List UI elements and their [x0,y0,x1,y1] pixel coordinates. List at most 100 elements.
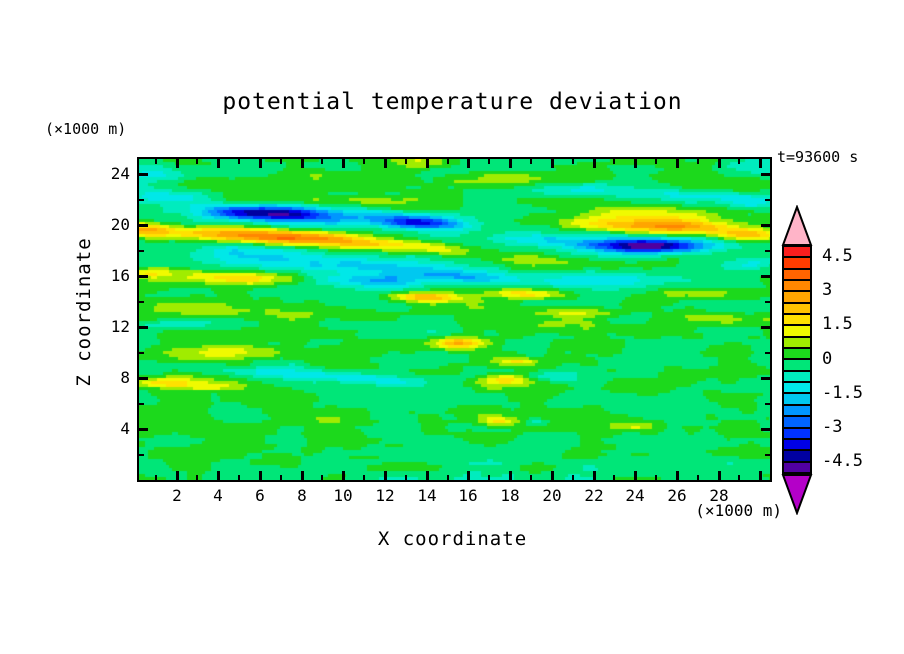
x-tick-major [509,159,512,168]
x-tick-major [426,159,429,168]
x-tick-minor [738,159,740,164]
colorbar-tick-label: -1.5 [822,382,863,403]
time-annotation: t=93600 s [777,148,859,166]
y-tick-minor [765,352,770,354]
y-tick-minor [765,250,770,252]
colorbar-segment [784,315,810,327]
x-tick-label: 20 [542,486,562,505]
y-tick-label: 8 [120,368,130,387]
colorbar-segment [784,405,810,418]
x-tick-major [217,471,220,480]
x-tick-major [759,159,762,168]
colorbar-tick-label: -3 [822,416,843,437]
y-tick-major [761,326,770,329]
x-tick-major [551,159,554,168]
y-tick-major [761,224,770,227]
colorbar-segment [784,451,810,463]
x-tick-major [384,159,387,168]
y-tick-major [139,224,148,227]
colorbar-segment [784,428,810,440]
x-tick-minor [321,475,323,480]
x-tick-minor [572,159,574,164]
colorbar-scale [782,245,812,474]
x-tick-minor [363,475,365,480]
x-tick-minor [155,159,157,164]
x-tick-major [217,159,220,168]
y-tick-major [139,326,148,329]
x-tick-minor [155,475,157,480]
y-tick-major [139,275,148,278]
y-tick-minor [765,454,770,456]
x-tick-major [759,471,762,480]
x-tick-label: 6 [255,486,265,505]
colorbar-segment [784,292,810,304]
x-tick-minor [321,159,323,164]
x-tick-major [509,471,512,480]
x-tick-major [426,471,429,480]
x-tick-label: 12 [375,486,395,505]
x-tick-major [593,159,596,168]
x-tick-minor [280,475,282,480]
colorbar-tick-label: -4.5 [822,450,863,471]
x-tick-minor [405,475,407,480]
colorbar-segment [784,371,810,384]
x-tick-major [259,159,262,168]
y-tick-major [761,173,770,176]
colorbar-segment [784,349,810,361]
x-tick-major [676,159,679,168]
colorbar-segment [784,281,810,293]
x-tick-major [342,471,345,480]
x-tick-major [467,471,470,480]
x-tick-minor [488,475,490,480]
colorbar-tick-label: 3 [822,280,833,301]
colorbar-overflow-arrow-top [781,205,813,246]
x-tick-minor [530,159,532,164]
x-tick-major [342,159,345,168]
colorbar-segment [784,269,810,282]
y-tick-minor [139,454,144,456]
x-tick-label: 8 [297,486,307,505]
colorbar-segment [784,360,810,372]
x-tick-label: 16 [458,486,478,505]
x-tick-label: 22 [584,486,604,505]
y-tick-label: 12 [110,317,130,336]
x-tick-major [176,471,179,480]
x-tick-label: 18 [500,486,520,505]
y-tick-minor [765,301,770,303]
x-tick-label: 26 [667,486,687,505]
colorbar-segment [784,337,810,350]
x-tick-minor [572,475,574,480]
x-tick-major [593,471,596,480]
colorbar-segment [784,462,810,472]
colorbar-segment [784,247,810,259]
x-tick-minor [405,159,407,164]
x-tick-major [259,471,262,480]
y-tick-major [761,275,770,278]
x-tick-major [718,159,721,168]
colorbar-tick-label: 0 [822,348,833,369]
x-axis-title: X coordinate [377,528,528,550]
plot-area [137,157,772,482]
x-tick-label: 4 [213,486,223,505]
colorbar-segment [784,394,810,406]
x-tick-label: 24 [625,486,645,505]
x-tick-minor [238,159,240,164]
y-tick-label: 24 [110,164,130,183]
colorbar-tick-label: 1.5 [822,314,853,335]
x-tick-label: 2 [172,486,182,505]
x-tick-minor [613,475,615,480]
colorbar-segment [784,258,810,270]
colorbar-segment [784,383,810,395]
x-tick-label: 28 [709,486,729,505]
x-tick-minor [488,159,490,164]
y-tick-minor [765,403,770,405]
y-tick-label: 20 [110,215,130,234]
x-tick-minor [655,475,657,480]
page-title: potential temperature deviation [222,89,683,115]
x-tick-minor [238,475,240,480]
x-tick-minor [447,159,449,164]
x-tick-major [301,471,304,480]
x-tick-minor [280,159,282,164]
y-tick-major [139,173,148,176]
